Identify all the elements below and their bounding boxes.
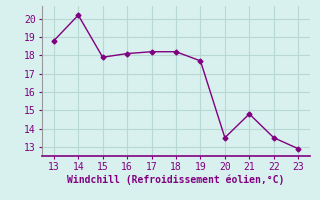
- X-axis label: Windchill (Refroidissement éolien,°C): Windchill (Refroidissement éolien,°C): [67, 174, 285, 185]
